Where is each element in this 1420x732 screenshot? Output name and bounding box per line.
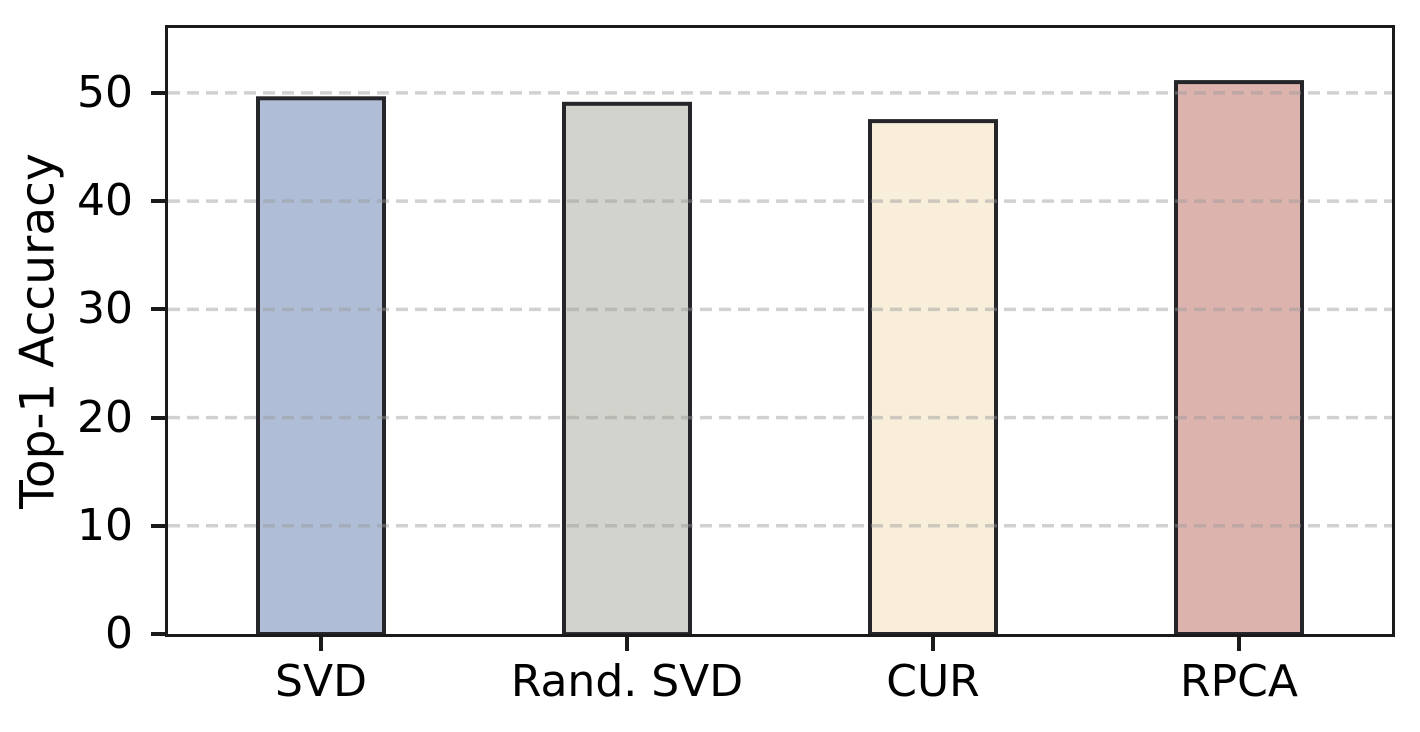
y-tick-mark-0 [151, 632, 165, 636]
x-category-label-svd: SVD [275, 656, 367, 707]
bar-rand-svd [562, 101, 692, 634]
bars-and-gridlines-canvas [168, 80, 1392, 634]
y-tick-label-20: 20 [77, 391, 133, 443]
bar-svd [256, 96, 386, 634]
x-tick-mark-rpca [1237, 637, 1241, 651]
x-tick-mark-svd [319, 637, 323, 651]
y-tick-mark-40 [151, 199, 165, 204]
bar-cur [868, 119, 998, 634]
y-tick-label-0: 0 [105, 608, 133, 659]
y-tick-mark-20 [151, 415, 165, 420]
bar-rpca [1174, 80, 1304, 634]
x-category-label-rand-svd: Rand. SVD [510, 656, 744, 707]
y-tick-label-50: 50 [77, 66, 133, 118]
x-category-label-rpca: RPCA [1180, 656, 1298, 707]
plot-area [165, 25, 1395, 637]
x-tick-mark-cur [931, 637, 935, 651]
y-tick-label-40: 40 [77, 175, 133, 227]
y-tick-label-10: 10 [77, 499, 133, 551]
y-tick-mark-10 [151, 523, 165, 528]
y-tick-mark-30 [151, 307, 165, 312]
y-tick-mark-50 [151, 90, 165, 95]
x-tick-mark-rand-svd [625, 637, 629, 651]
x-category-label-cur: CUR [886, 656, 980, 707]
y-tick-label-30: 30 [77, 283, 133, 335]
